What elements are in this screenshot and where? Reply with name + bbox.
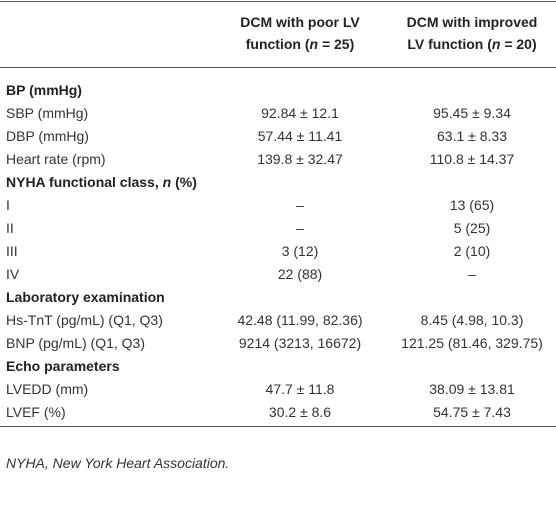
cell: 2 (10) [453, 243, 491, 259]
footnote: NYHA, New York Heart Association. [6, 455, 230, 471]
section-label: Laboratory examination [6, 289, 165, 305]
header-rule [0, 67, 556, 68]
cell: 121.25 (81.46, 329.75) [401, 335, 543, 351]
cell: 5 (25) [453, 220, 491, 236]
cell: 63.1 ± 8.33 [437, 128, 507, 144]
cell: 42.48 (11.99, 82.36) [237, 312, 363, 328]
cell: 110.8 ± 14.37 [429, 151, 515, 167]
section-label: NYHA functional class, n (%) [6, 173, 197, 191]
top-rule [0, 1, 556, 2]
cell: 57.44 ± 11.41 [257, 128, 343, 144]
text-part: = 25) [318, 36, 355, 52]
row-label: IV [6, 266, 20, 282]
text-part: NYHA functional class, [6, 174, 163, 190]
cell: – [296, 197, 304, 213]
cell: – [468, 266, 476, 282]
row-label: III [6, 243, 18, 259]
cell: 13 (65) [449, 197, 495, 213]
column-header: DCM with improved [406, 14, 538, 30]
cell: 92.84 ± 12.1 [261, 105, 339, 121]
italic-text: n [162, 174, 172, 190]
cell: 47.7 ± 11.8 [265, 381, 335, 397]
column-header: LV function (n = 20) [407, 35, 536, 53]
section-label: Echo parameters [6, 358, 120, 374]
italic-text: n [309, 36, 319, 52]
cell: 38.09 ± 13.81 [429, 381, 515, 397]
cell: 139.8 ± 32.47 [257, 151, 343, 167]
cell: 8.45 (4.98, 10.3) [420, 312, 524, 328]
bottom-rule [0, 426, 556, 427]
cell: 30.2 ± 8.6 [268, 404, 332, 420]
section-label: BP (mmHg) [6, 82, 82, 98]
row-label: SBP (mmHg) [6, 105, 89, 121]
column-header: function (n = 25) [246, 35, 355, 53]
text-part: function ( [245, 36, 310, 52]
row-label: DBP (mmHg) [6, 128, 89, 144]
row-label: LVEF (%) [6, 404, 66, 420]
cell: 3 (12) [281, 243, 319, 259]
italic-text: n [491, 36, 501, 52]
text-part: LV function ( [407, 36, 492, 52]
row-label: Hs-TnT (pg/mL) (Q1, Q3) [6, 312, 163, 328]
cell: 95.45 ± 9.34 [433, 105, 511, 121]
cell: 54.75 ± 7.43 [433, 404, 511, 420]
row-label: BNP (pg/mL) (Q1, Q3) [6, 335, 146, 351]
cell: 22 (88) [277, 266, 323, 282]
cell: – [296, 220, 304, 236]
row-label: LVEDD (mm) [6, 381, 89, 397]
cell: 9214 (3213, 16672) [238, 335, 362, 351]
text-part: = 20) [500, 36, 537, 52]
text-part: (%) [171, 174, 197, 190]
row-label: I [6, 197, 10, 213]
column-header: DCM with poor LV [240, 14, 360, 30]
row-label: II [6, 220, 14, 236]
row-label: Heart rate (rpm) [6, 151, 106, 167]
